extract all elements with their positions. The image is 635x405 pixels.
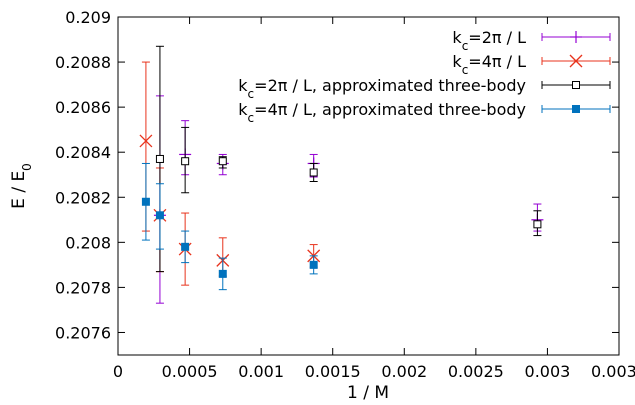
plot-frame — [117, 16, 620, 356]
x-tick-label: 0.0025 — [448, 362, 504, 381]
legend-label-sub: c — [462, 39, 469, 53]
series-1 — [153, 95, 544, 304]
data-point — [141, 197, 150, 206]
x-tick-label: 0.001 — [238, 362, 284, 381]
legend-label-sub: c — [462, 63, 469, 77]
y-tick-label: 0.209 — [65, 8, 111, 27]
data-point — [139, 134, 153, 148]
y-tick-label: 0.2084 — [55, 143, 111, 162]
legend-label-main: k — [452, 52, 462, 71]
x-axis-ticks: 0 0.0005 0.001 0.0015 0.002 0.0025 0.003 0.0035 — [113, 17, 635, 381]
legend-label-main: k — [452, 28, 462, 47]
legend: kc=2π / Lkc=4π / Lkc=2π / L, approximate… — [238, 28, 611, 125]
x-tick-label: 0.0005 — [162, 362, 218, 381]
y-tick-label: 0.2088 — [55, 53, 111, 72]
series-layer — [139, 45, 544, 304]
y-axis-ticks: 0.2076 0.2078 0.208 0.2082 0.2084 0.2086 0.208… — [55, 8, 619, 342]
x-axis-label: 1 / M — [347, 383, 389, 403]
data-point — [181, 242, 190, 251]
legend-sample — [541, 54, 611, 68]
y-tick-label: 0.2078 — [55, 278, 111, 297]
legend-entry-label: kc=2π / L, approximated three-body — [238, 76, 526, 101]
legend-label-sub: c — [248, 111, 255, 125]
x-tick-label: 0.0015 — [305, 362, 361, 381]
y-tick-label: 0.2086 — [55, 98, 111, 117]
data-point — [218, 157, 227, 166]
x-tick-label: 0.0035 — [591, 362, 635, 381]
y-tick-label: 0.2082 — [55, 188, 111, 207]
y-axis-label-sub: 0 — [20, 163, 34, 171]
y-axis-label: E / E0 — [9, 163, 34, 209]
legend-label-rest: =2π / L, approximated three-body — [254, 76, 526, 95]
legend-label-sub: c — [248, 87, 255, 101]
series-4 — [141, 162, 318, 291]
legend-marker — [572, 105, 580, 113]
data-point — [309, 260, 318, 269]
data-point — [181, 157, 190, 166]
legend-label-rest: =4π / L — [468, 52, 526, 71]
legend-label-main: k — [238, 76, 248, 95]
data-point — [533, 220, 542, 229]
legend-label-rest: =2π / L — [468, 28, 526, 47]
legend-marker — [569, 54, 583, 68]
legend-entry-label: kc=4π / L — [452, 52, 526, 77]
legend-label-main: k — [238, 100, 248, 119]
x-tick-label: 0.002 — [381, 362, 427, 381]
x-tick-label: 0 — [113, 362, 123, 381]
y-tick-label: 0.208 — [65, 233, 111, 252]
legend-marker — [570, 31, 582, 43]
x-tick-label: 0.003 — [525, 362, 571, 381]
y-axis-label-main: E / E — [9, 171, 29, 209]
data-point — [218, 269, 227, 278]
legend-entry-label: kc=4π / L, approximated three-body — [238, 100, 526, 125]
legend-sample — [541, 31, 611, 43]
data-point — [155, 211, 164, 220]
legend-marker — [572, 81, 580, 89]
legend-entry-label: kc=2π / L — [452, 28, 526, 53]
legend-sample — [541, 105, 611, 113]
series-2 — [139, 61, 321, 286]
legend-sample — [541, 81, 611, 89]
y-tick-label: 0.2076 — [55, 323, 111, 342]
legend-label-rest: =4π / L, approximated three-body — [254, 100, 526, 119]
data-point — [155, 154, 164, 163]
data-point — [309, 168, 318, 177]
